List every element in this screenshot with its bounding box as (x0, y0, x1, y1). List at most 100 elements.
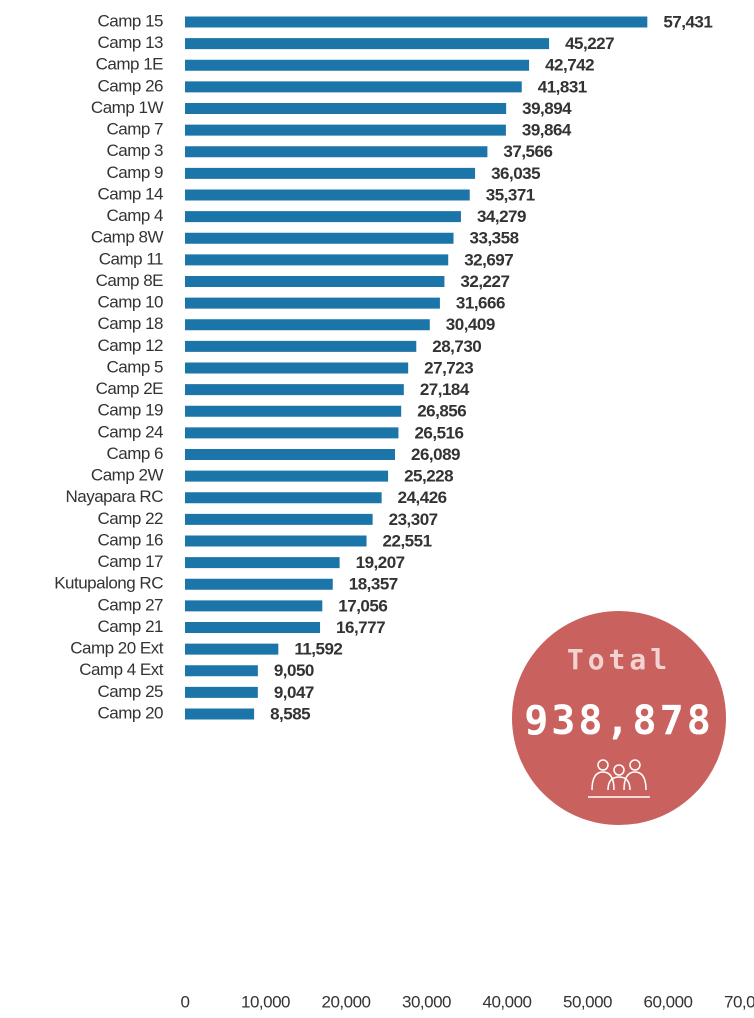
x-tick-label: 0 (181, 992, 190, 1011)
bar (185, 427, 399, 439)
value-label: 35,371 (486, 185, 535, 204)
bar (185, 319, 430, 331)
bar (185, 384, 404, 396)
value-label: 22,551 (383, 531, 432, 550)
x-tick-label: 50,000 (563, 992, 612, 1011)
bar (185, 124, 506, 136)
bar (185, 578, 333, 590)
bar (185, 405, 402, 417)
y-tick-label: Camp 1E (96, 55, 164, 74)
y-tick-label: Camp 19 (98, 401, 164, 420)
bar (185, 254, 449, 266)
bar (185, 643, 279, 655)
value-label: 27,184 (420, 380, 470, 399)
bar (185, 449, 396, 460)
value-label: 42,742 (545, 56, 594, 75)
y-tick-label: Camp 20 Ext (70, 639, 164, 658)
y-tick-label: Nayapara RC (66, 487, 164, 506)
bar (185, 557, 340, 569)
bar (185, 340, 417, 352)
bar (185, 535, 367, 547)
bar (185, 189, 470, 201)
bar (185, 492, 382, 504)
value-label: 19,207 (356, 553, 405, 572)
value-label: 39,894 (522, 99, 572, 118)
people-icon (588, 759, 650, 798)
bar (185, 211, 461, 223)
value-label: 33,358 (470, 229, 519, 248)
value-label: 32,697 (464, 250, 513, 269)
y-tick-label: Camp 15 (98, 11, 164, 30)
value-label: 16,777 (336, 618, 385, 637)
bar (185, 297, 440, 309)
y-tick-label: Camp 18 (98, 314, 164, 333)
value-label: 57,431 (663, 12, 712, 31)
bar (185, 470, 389, 482)
y-tick-label: Camp 25 (98, 682, 164, 701)
y-tick-label: Camp 2E (96, 379, 164, 398)
y-tick-label: Camp 5 (106, 357, 163, 376)
y-tick-label: Camp 13 (98, 33, 164, 52)
value-label: 37,566 (503, 142, 552, 161)
x-tick-label: 70,000 (724, 992, 754, 1011)
bar (185, 81, 522, 93)
value-label: 34,279 (477, 207, 526, 226)
bar (185, 665, 258, 677)
value-label: 27,723 (424, 358, 473, 377)
value-label: 36,035 (491, 164, 540, 183)
x-tick-label: 30,000 (402, 992, 451, 1011)
bar (185, 600, 323, 612)
bar (185, 232, 454, 244)
y-tick-label: Camp 7 (106, 120, 163, 139)
bar (185, 16, 648, 28)
value-label: 31,666 (456, 294, 505, 313)
value-label: 23,307 (389, 510, 438, 529)
bar (185, 686, 258, 698)
x-tick-label: 40,000 (483, 992, 532, 1011)
value-label: 25,228 (404, 467, 453, 486)
y-tick-label: Camp 1W (91, 98, 164, 117)
y-tick-label: Camp 16 (98, 530, 164, 549)
bar (185, 708, 255, 720)
y-tick-label: Camp 26 (98, 76, 164, 95)
y-tick-label: Camp 4 Ext (79, 660, 164, 679)
total-value: 938,878 (524, 698, 714, 744)
bar (185, 146, 488, 158)
value-label: 30,409 (446, 315, 495, 334)
y-tick-label: Camp 22 (98, 509, 164, 528)
y-tick-label: Camp 14 (98, 184, 164, 203)
x-tick-label: 60,000 (644, 992, 693, 1011)
value-label: 8,585 (270, 704, 310, 723)
y-tick-label: Camp 24 (98, 422, 164, 441)
y-tick-label: Camp 4 (106, 206, 163, 225)
y-tick-label: Camp 21 (98, 617, 164, 636)
value-label: 24,426 (398, 488, 447, 507)
y-tick-label: Kutupalong RC (54, 574, 163, 593)
y-tick-label: Camp 3 (106, 141, 163, 160)
value-label: 28,730 (432, 337, 481, 356)
y-tick-label: Camp 20 (98, 703, 164, 722)
bar (185, 59, 530, 71)
bar (185, 362, 409, 374)
value-label: 41,831 (538, 77, 587, 96)
bar (185, 513, 373, 525)
total-label: Total (567, 643, 671, 676)
value-label: 26,856 (417, 402, 466, 421)
value-label: 11,592 (294, 640, 342, 659)
value-label: 26,516 (414, 423, 463, 442)
y-tick-label: Camp 17 (98, 552, 164, 571)
bar (185, 38, 550, 50)
y-tick-label: Camp 11 (99, 249, 163, 268)
value-label: 18,357 (349, 575, 398, 594)
value-label: 9,047 (274, 683, 314, 702)
y-tick-label: Camp 6 (106, 444, 163, 463)
y-tick-label: Camp 8E (96, 271, 164, 290)
bar (185, 276, 445, 287)
value-label: 39,864 (522, 121, 572, 140)
total-badge (512, 611, 726, 825)
value-label: 9,050 (274, 661, 314, 680)
bar (185, 622, 321, 633)
value-label: 17,056 (338, 596, 387, 615)
